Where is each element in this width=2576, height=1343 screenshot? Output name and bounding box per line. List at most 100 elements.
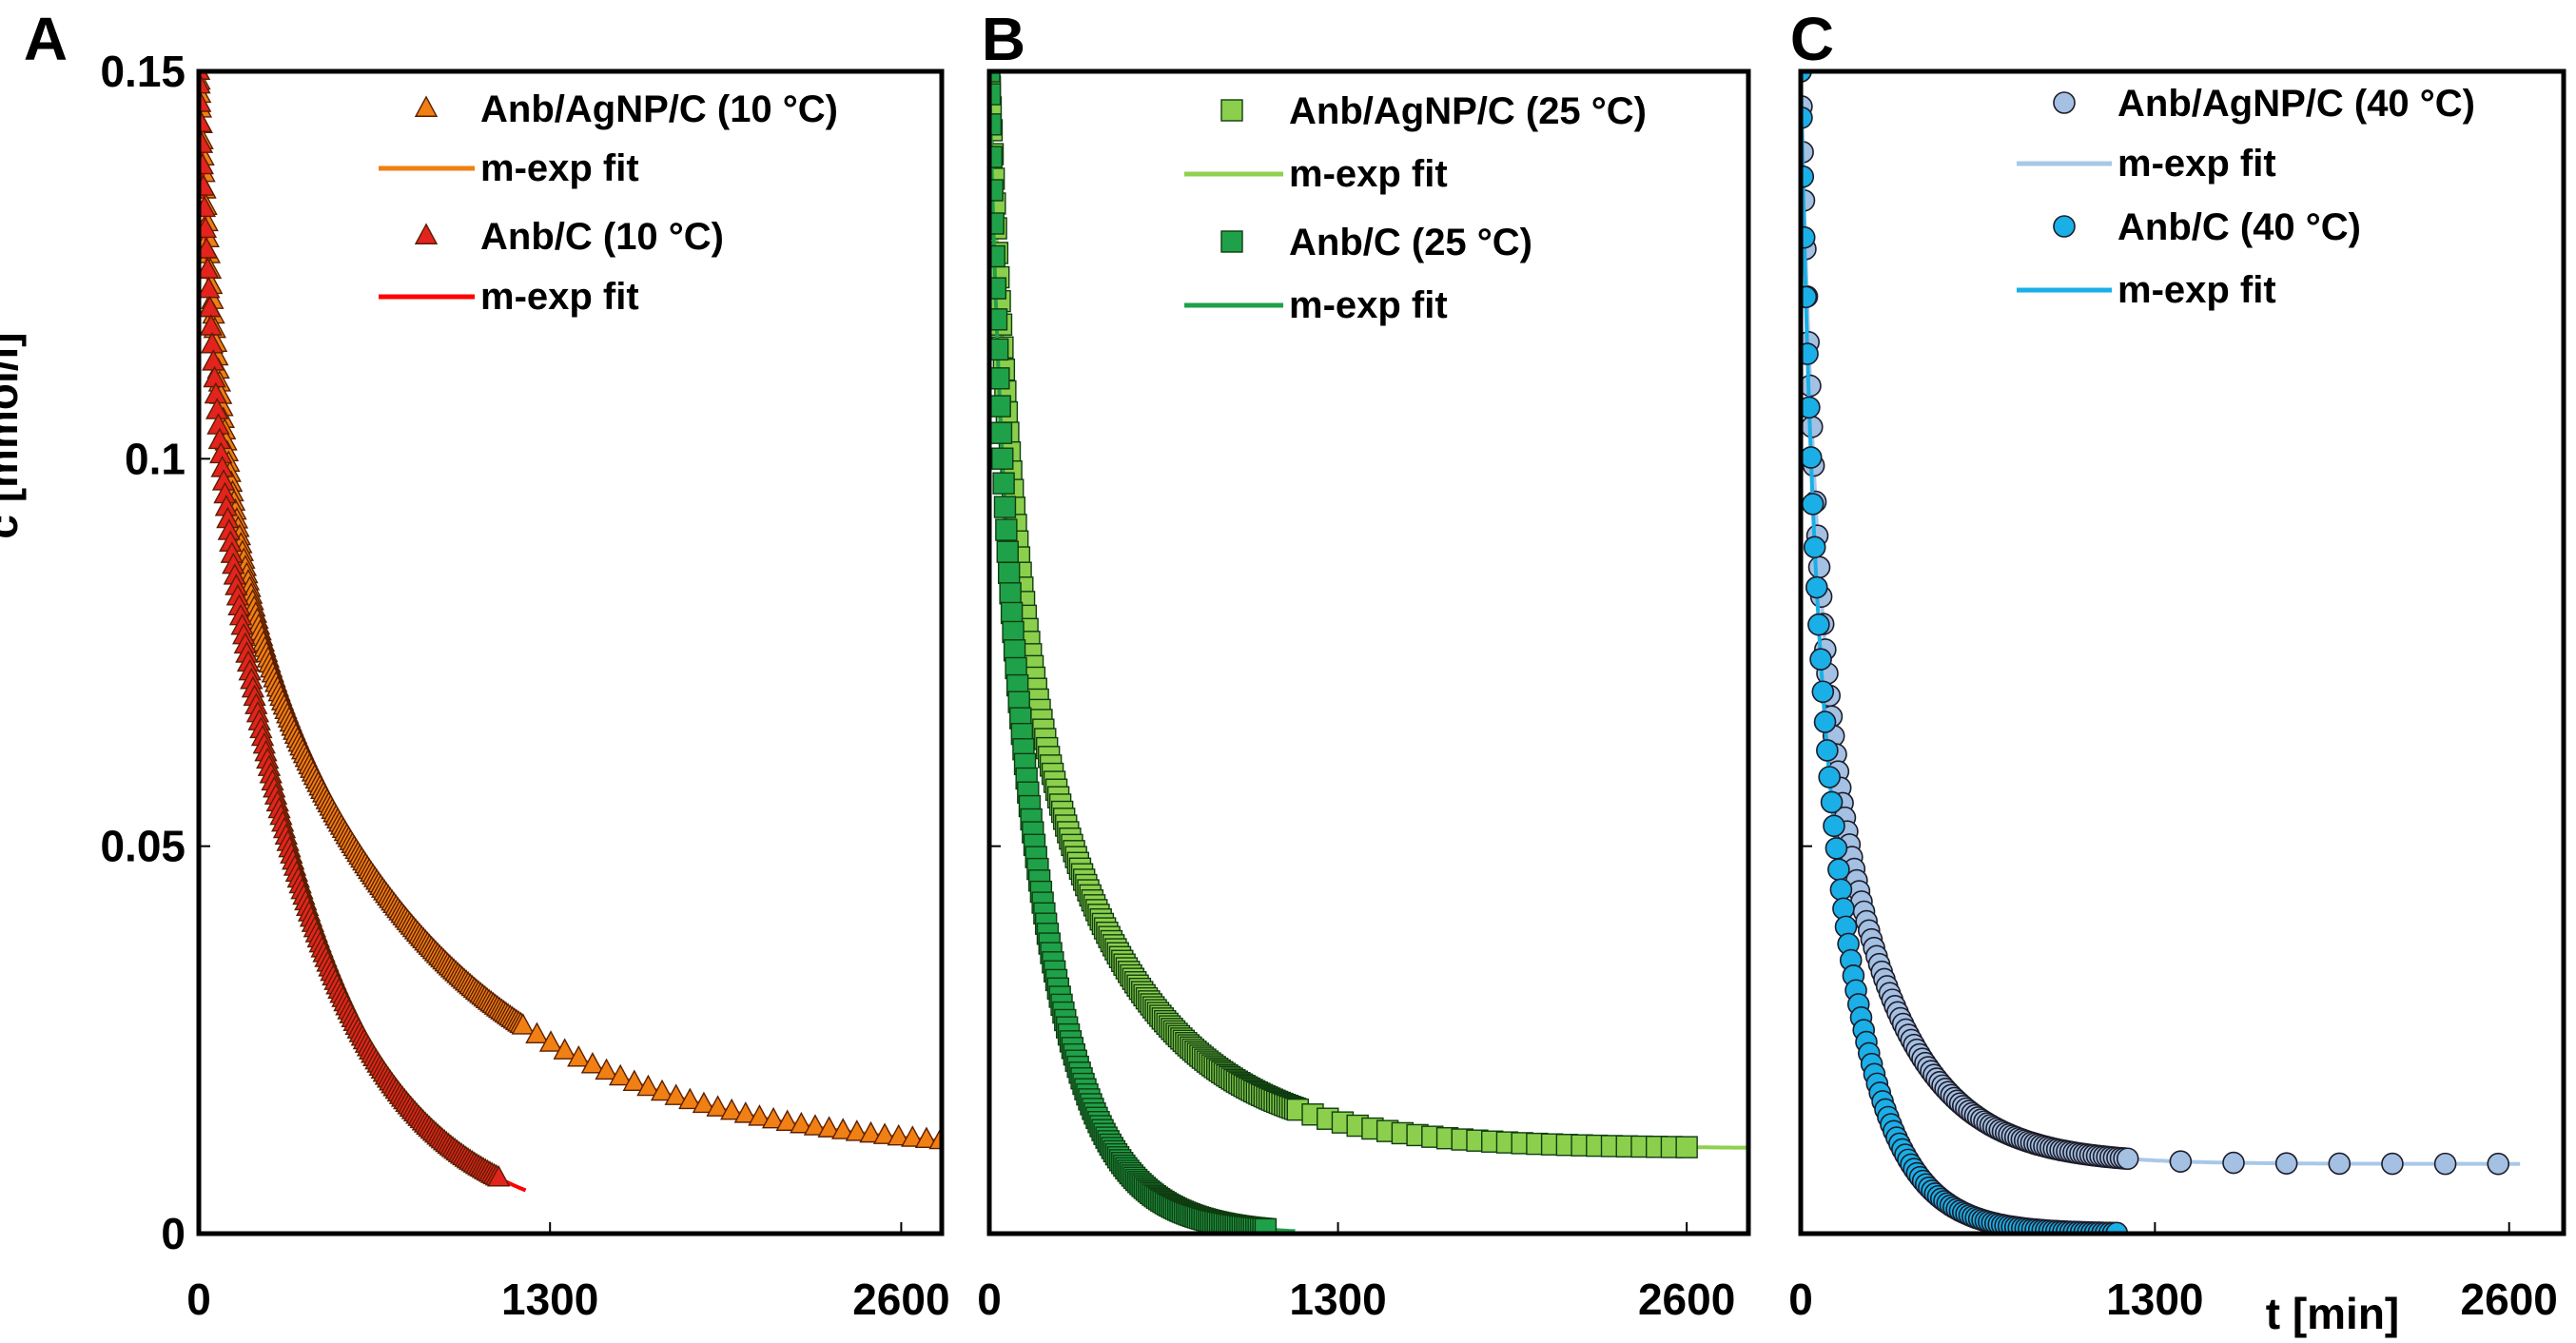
data-point: [1816, 739, 1839, 762]
legend-fit-label: m-exp fit: [2117, 143, 2276, 185]
legend-fit-label: m-exp fit: [2117, 269, 2276, 311]
data-point: [622, 1069, 646, 1091]
panel-letter: A: [24, 5, 68, 73]
data-point: [901, 1125, 925, 1147]
x-tick-label: 2600: [1638, 1275, 1735, 1324]
x-tick-label: 1300: [1289, 1275, 1386, 1324]
legend-label: Anb/AgNP/C (10 °C): [480, 88, 838, 130]
y-tick-label: 0.05: [100, 822, 185, 871]
legend-label: Anb/C (10 °C): [480, 216, 724, 258]
x-tick-label: 0: [977, 1275, 1002, 1324]
legend: Anb/AgNP/C (25 °C) m-exp fit Anb/C (25 °C)…: [1184, 90, 1647, 326]
plot-area: [1801, 71, 2521, 1234]
data-point: [845, 1119, 868, 1141]
data-point: [595, 1058, 618, 1080]
data-point: [996, 540, 1019, 563]
legend-fit-label: m-exp fit: [1289, 284, 1448, 326]
legend-label: Anb/C (25 °C): [1289, 222, 1532, 263]
data-point: [199, 257, 220, 279]
data-point: [199, 276, 221, 299]
x-tick-label: 1300: [2106, 1275, 2203, 1324]
data-point: [1801, 493, 1825, 516]
data-point: [1807, 555, 1831, 579]
plot-frame: [986, 68, 1751, 1236]
fit-line: [1801, 71, 2139, 1234]
data-point: [1811, 680, 1835, 704]
data-point: [1801, 71, 1812, 83]
plot-area: [199, 71, 942, 1193]
data-point: [2222, 1151, 2245, 1175]
x-axis-label: t [min]: [2266, 1289, 2400, 1338]
legend-marker: [2053, 215, 2076, 238]
data-point: [692, 1091, 716, 1114]
legend: Anb/AgNP/C (10 °C) m-exp fit Anb/C (10 °C)…: [379, 88, 838, 318]
data-point: [872, 1122, 897, 1144]
data-point: [1801, 446, 1823, 469]
data-point: [761, 1106, 786, 1129]
legend: Anb/AgNP/C (40 °C) m-exp fit Anb/C (40 °C)…: [2017, 83, 2475, 311]
data-point: [199, 174, 216, 196]
data-point: [2381, 1152, 2404, 1176]
data-point: [1675, 1136, 1698, 1158]
data-point: [511, 1013, 535, 1035]
data-point: [1827, 858, 1850, 881]
legend-label: Anb/AgNP/C (25 °C): [1289, 90, 1647, 132]
data-point: [790, 1111, 813, 1134]
legend-marker: [1220, 230, 1243, 253]
legend-fit-label: m-exp fit: [1289, 153, 1448, 195]
panel-a: A 0 0.05 0.1 0.15 0 1300 2600 Anb/AgNP/C (10 °C)…: [24, 5, 950, 1324]
data-point: [989, 338, 1009, 361]
data-point: [1818, 766, 1841, 788]
data-point: [989, 421, 1013, 444]
data-point: [992, 472, 1015, 495]
x-tick-label: 2600: [2461, 1275, 2558, 1324]
data-point: [2274, 1152, 2298, 1175]
data-point: [609, 1063, 633, 1086]
data-point: [817, 1116, 841, 1138]
data-point: [567, 1044, 591, 1067]
data-point: [487, 1165, 511, 1187]
data-point: [733, 1101, 757, 1123]
data-point: [664, 1083, 688, 1105]
data-point: [636, 1074, 660, 1097]
data-point: [525, 1022, 549, 1044]
data-point: [1000, 601, 1024, 625]
plot-frame: [1798, 68, 2566, 1236]
x-tick-label: 0: [1788, 1275, 1813, 1324]
data-point: [199, 237, 219, 259]
data-point: [1801, 285, 1818, 309]
data-point: [1809, 648, 1832, 672]
data-point: [989, 71, 1001, 83]
plot-area: [989, 71, 1748, 1234]
y-axis-label: c [mmol/l]: [0, 332, 27, 538]
data-point: [859, 1120, 883, 1143]
data-point: [1829, 878, 1853, 902]
x-tick-label: 2600: [852, 1275, 949, 1324]
data-point: [720, 1098, 744, 1120]
data-point: [538, 1030, 563, 1052]
data-point: [775, 1109, 799, 1132]
panel-letter: B: [982, 5, 1025, 73]
legend-marker: [2053, 91, 2076, 114]
data-point: [989, 179, 1004, 202]
series-c: [199, 71, 527, 1193]
data-point: [1820, 790, 1844, 814]
legend-marker: [414, 223, 439, 244]
x-tick-label: 1300: [501, 1275, 598, 1324]
data-point: [650, 1079, 674, 1101]
data-point: [1801, 396, 1821, 419]
data-point: [1801, 225, 1816, 249]
data-point: [989, 244, 1005, 268]
legend-marker: [414, 95, 439, 117]
data-point: [2116, 1147, 2139, 1171]
data-point: [2169, 1150, 2193, 1173]
data-point: [989, 277, 1007, 300]
series-c: [1801, 71, 2139, 1234]
data-point: [199, 131, 214, 153]
series-c: [989, 71, 1296, 1234]
data-point: [1254, 1217, 1278, 1234]
data-point: [706, 1095, 730, 1117]
legend-label: Anb/C (40 °C): [2117, 206, 2361, 248]
